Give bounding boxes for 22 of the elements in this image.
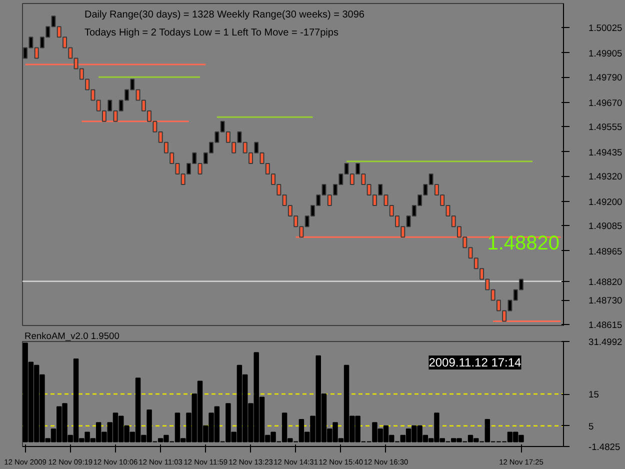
annotation: Todays High = 2 Todays Low = 1 Left To Move = -177pips (84, 28, 338, 38)
y-tick-label: 5 (588, 421, 594, 432)
ref-line-label: 1.48820 (588, 276, 622, 287)
y-tick-label: 1.49555 (588, 122, 622, 132)
annotation: 2009.11.12 17:14 (428, 356, 522, 370)
y-tick-label: 1.50025 (588, 23, 622, 34)
y-tick-label: 1.49905 (588, 48, 622, 58)
y-tick-label: 31.4992 (588, 337, 622, 347)
y-tick-label: 1.49790 (588, 72, 622, 83)
chart-title: RenkoAM_v2.0 1.9500 (24, 331, 120, 341)
y-tick-label: 1.48730 (588, 296, 622, 306)
annotation: Daily Range(30 days) = 1328 Weekly Range(30 weeks) = 3096 (84, 10, 365, 20)
y-tick-label: 1.49670 (588, 98, 622, 108)
y-tick-label: 1.48965 (588, 246, 622, 256)
annotation: 1.48820 (487, 232, 560, 254)
y-tick-label: 1.49200 (588, 196, 622, 207)
y-tick-label: 1.49320 (588, 172, 622, 182)
y-tick-label: 15 (588, 390, 599, 400)
y-tick-label: 1.49435 (588, 147, 622, 158)
y-tick-label: -1.4825 (588, 442, 620, 452)
y-tick-label: 1.49085 (588, 221, 622, 232)
y-tick-label: 1.48615 (588, 320, 622, 330)
